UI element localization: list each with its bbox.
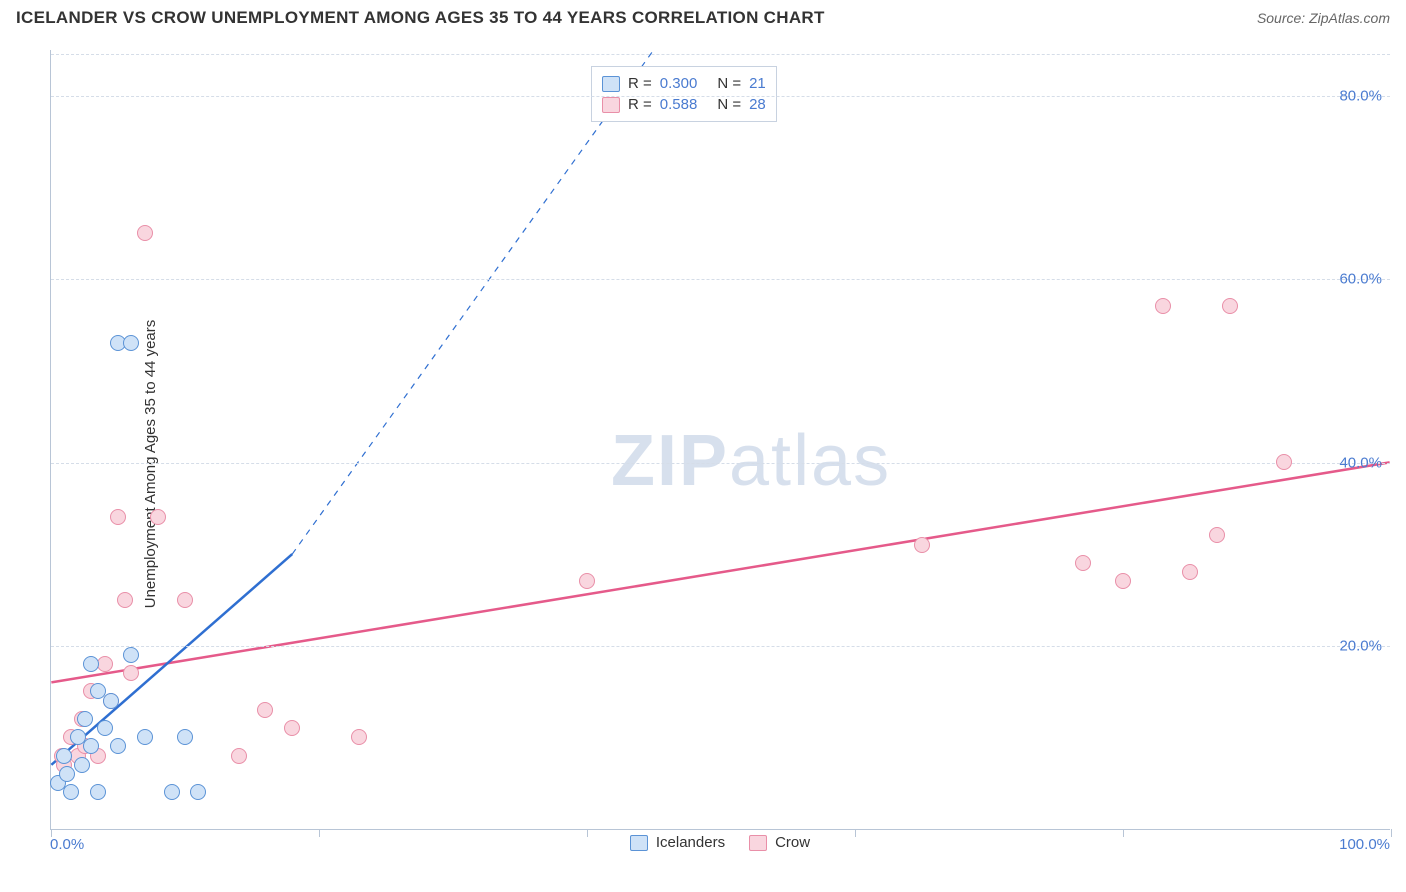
legend-row: R = 0.300N = 21 — [602, 73, 766, 94]
data-point-crow — [257, 702, 273, 718]
data-point-icelanders — [56, 748, 72, 764]
data-point-icelanders — [110, 738, 126, 754]
data-point-icelanders — [83, 738, 99, 754]
gridline — [51, 54, 1390, 55]
data-point-icelanders — [190, 784, 206, 800]
y-tick-label: 80.0% — [1339, 87, 1382, 104]
data-point-icelanders — [123, 647, 139, 663]
data-point-crow — [1209, 527, 1225, 543]
legend-icelanders: Icelanders — [630, 834, 725, 851]
data-point-crow — [1222, 298, 1238, 314]
data-point-icelanders — [164, 784, 180, 800]
swatch-icon — [749, 835, 767, 851]
data-point-icelanders — [90, 784, 106, 800]
y-tick-label: 20.0% — [1339, 638, 1382, 655]
watermark: ZIPatlas — [611, 420, 891, 502]
data-point-crow — [914, 537, 930, 553]
data-point-crow — [284, 720, 300, 736]
correlation-legend: R = 0.300N = 21R = 0.588N = 28 — [591, 66, 777, 122]
data-point-crow — [231, 748, 247, 764]
gridline — [51, 463, 1390, 464]
data-point-crow — [123, 665, 139, 681]
legend-crow: Crow — [749, 834, 810, 851]
data-point-icelanders — [137, 729, 153, 745]
header: ICELANDER VS CROW UNEMPLOYMENT AMONG AGE… — [0, 0, 1406, 32]
data-point-icelanders — [103, 693, 119, 709]
legend-row: R = 0.588N = 28 — [602, 94, 766, 115]
data-point-icelanders — [74, 757, 90, 773]
data-point-crow — [177, 592, 193, 608]
x-tick — [1391, 829, 1392, 837]
data-point-crow — [1075, 555, 1091, 571]
data-point-crow — [579, 573, 595, 589]
chart-area: Unemployment Among Ages 35 to 44 years Z… — [0, 36, 1406, 892]
data-point-crow — [110, 509, 126, 525]
trend-lines — [51, 50, 1390, 829]
series-legend: Icelanders Crow — [50, 834, 1390, 851]
data-point-icelanders — [83, 656, 99, 672]
data-point-crow — [1155, 298, 1171, 314]
data-point-icelanders — [123, 335, 139, 351]
data-point-crow — [351, 729, 367, 745]
y-tick-label: 40.0% — [1339, 454, 1382, 471]
data-point-icelanders — [177, 729, 193, 745]
gridline — [51, 96, 1390, 97]
data-point-crow — [150, 509, 166, 525]
data-point-crow — [1115, 573, 1131, 589]
gridline — [51, 646, 1390, 647]
data-point-crow — [1276, 454, 1292, 470]
plot-area: ZIPatlas R = 0.300N = 21R = 0.588N = 28 … — [50, 50, 1390, 830]
data-point-icelanders — [63, 784, 79, 800]
swatch-icon — [630, 835, 648, 851]
data-point-crow — [1182, 564, 1198, 580]
chart-title: ICELANDER VS CROW UNEMPLOYMENT AMONG AGE… — [16, 8, 825, 28]
source-attribution: Source: ZipAtlas.com — [1257, 10, 1390, 26]
swatch-icon — [602, 76, 620, 92]
gridline — [51, 279, 1390, 280]
swatch-icon — [602, 97, 620, 113]
data-point-icelanders — [77, 711, 93, 727]
data-point-icelanders — [59, 766, 75, 782]
data-point-icelanders — [97, 720, 113, 736]
data-point-crow — [117, 592, 133, 608]
data-point-crow — [137, 225, 153, 241]
y-tick-label: 60.0% — [1339, 271, 1382, 288]
